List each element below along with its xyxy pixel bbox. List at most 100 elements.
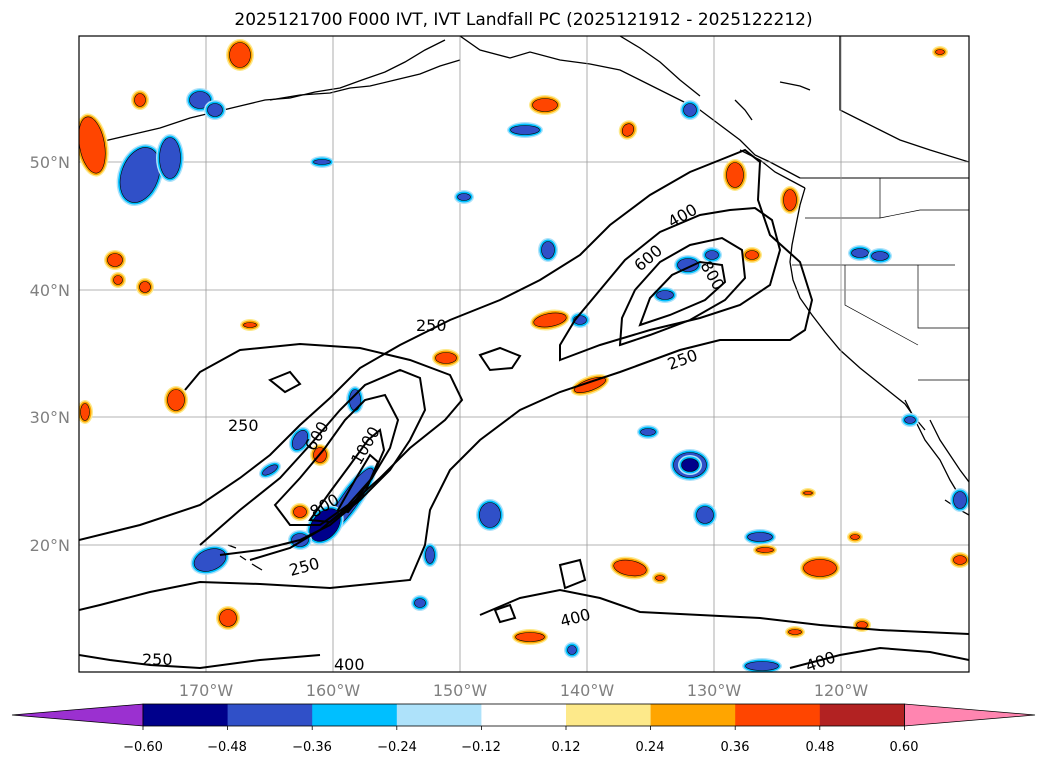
pc-shade [747,532,773,542]
colorbar-tick-label: −0.60 [123,740,163,755]
pc-shade [219,609,237,627]
lat-label: 50°N [30,153,70,172]
lon-label: 130°W [687,681,742,700]
contour-250-main [79,148,814,611]
colorbar-segment [227,704,313,726]
colorbar-tick-label: −0.36 [292,740,332,755]
pc-shade [510,125,540,135]
pc-shade [229,42,251,68]
lat-label: 40°N [30,281,70,300]
pc-shade [243,322,257,328]
lon-label: 140°W [560,681,615,700]
colorbar-segment [650,704,736,726]
pc-shade [613,559,647,577]
pc-shade [656,290,674,300]
colorbar-labels: −0.60 −0.48 −0.36 −0.24 −0.12 0.12 0.24 … [123,740,918,755]
contour-label: 250 [228,416,259,435]
pc-shade [621,123,635,137]
colorbar-segment [819,704,905,726]
colorbar-segment [312,704,398,726]
contour-600-b [618,236,747,347]
pc-shade [851,248,869,258]
colorbar-tick-label: −0.48 [207,740,247,755]
pc-shade [683,103,697,117]
pc-shade [134,93,146,107]
pc-shade [696,506,714,524]
pc-shade [567,645,577,655]
pc-shade [871,251,889,261]
colorbar [11,703,1036,730]
map-frame [78,35,970,673]
lon-labels: 170°W 160°W 150°W 140°W 130°W 120°W [179,681,869,700]
pc-shade [745,661,779,671]
ivt-contours [79,148,969,670]
pc-shade [479,502,501,528]
pc-shade [435,352,457,364]
pc-shade [139,281,151,293]
pc-shade [515,632,545,642]
colorbar-tick-label: 0.48 [806,740,835,755]
pc-shade [904,416,916,424]
colorbar-segment [735,704,821,726]
colorbar-tick-label: 0.12 [552,740,581,755]
pc-shade [159,137,181,179]
pc-shade [532,98,558,112]
gridlines [79,36,969,672]
pc-shade [574,377,606,393]
colorbar-segment [396,704,482,726]
pc-shade [293,506,307,518]
colorbar-outline [142,703,905,727]
lon-label: 150°W [433,681,488,700]
pc-shade [745,250,759,260]
pc-shade [292,430,308,450]
pc-shade [541,241,555,259]
pc-shade [788,629,802,635]
contour-250-south [79,654,321,670]
pc-shade [107,253,123,267]
pc-shade [79,116,106,174]
colorbar-tick-label: 0.36 [721,740,750,755]
pc-shade [262,464,278,476]
pc-shade [681,458,699,472]
contour-label: 250 [142,650,173,669]
contour-600-a [273,393,400,526]
pc-shade [783,189,797,211]
pc-shade [935,49,945,55]
colorbar-tick-label: −0.24 [377,740,417,755]
lat-labels: 50°N 40°N 30°N 20°N [30,153,70,555]
pc-shade [640,428,656,436]
lat-label: 20°N [30,536,70,555]
pc-shade [655,575,665,581]
pc-shade [189,91,211,109]
lat-label: 30°N [30,408,70,427]
contour-400-a [199,368,427,556]
colorbar-segment [481,704,567,726]
lon-label: 170°W [179,681,234,700]
pc-shade [705,250,719,260]
colorbar-tick-label: −0.12 [461,740,501,755]
pc-shade [167,389,185,411]
contour-800-b [638,260,727,327]
pc-shade [803,491,813,495]
pc-shade [953,491,967,509]
lon-label: 120°W [814,681,869,700]
pc-shade [414,598,426,608]
pc-shade [80,403,90,421]
pc-shade [726,162,744,188]
map-title: 2025121700 F000 IVT, IVT Landfall PC (20… [234,10,813,30]
pc-shade [113,275,123,285]
pc-shade [313,159,331,165]
lon-label: 160°W [306,681,361,700]
contour-400-d [789,646,969,669]
pc-shade [677,258,699,272]
pc-shade [803,559,837,577]
contour-800-a [308,428,386,524]
contour-label: 400 [334,655,365,674]
contour-label: 250 [416,316,447,335]
pc-shading [79,39,969,672]
pc-shade [207,103,223,117]
pc-shade [850,534,860,540]
contour-1000 [336,453,380,514]
colorbar-extend-max [904,703,1036,727]
pc-shade [457,193,471,201]
